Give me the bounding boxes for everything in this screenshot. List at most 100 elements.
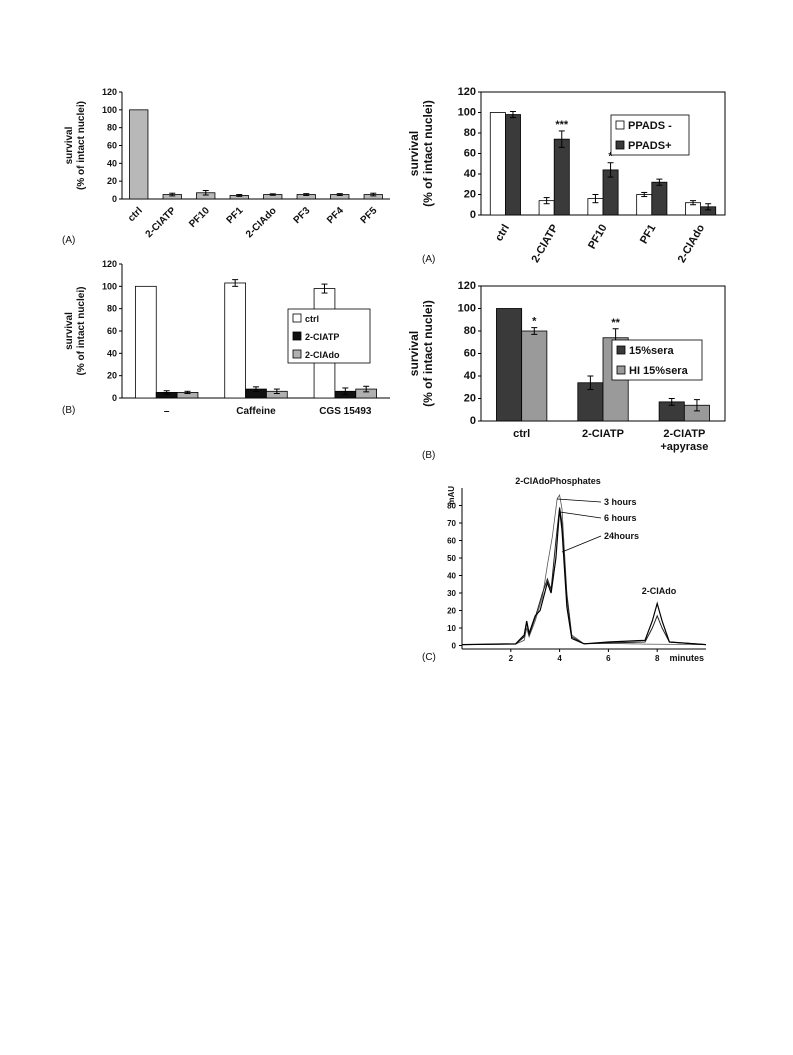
y-tick-label: 100 xyxy=(102,281,117,291)
category-label: PF1 xyxy=(225,205,246,226)
y-axis-label: survival xyxy=(64,312,75,350)
y-tick-label: 0 xyxy=(470,209,476,221)
legend-label: 2-CIATP xyxy=(305,332,339,342)
panel-label: (B) xyxy=(422,450,435,461)
y-tick-label: 100 xyxy=(102,105,117,115)
panel-label: (B) xyxy=(62,405,75,416)
chromatogram-chart: 0 10 20 30 40 50 60 70 80 2 4 6 8 mAU minutes 3 hours 6 … xyxy=(422,476,707,663)
y-tick-label: 100 xyxy=(458,303,476,315)
y-tick-label: 10 xyxy=(447,624,456,633)
y-tick-label: 80 xyxy=(464,325,476,337)
x-axis-label: minutes xyxy=(669,653,704,663)
category-label: Caffeine xyxy=(236,406,276,417)
legend-label: 2-CIAdo xyxy=(305,350,340,360)
x-tick-label: 6 xyxy=(606,654,611,663)
significance-label: * xyxy=(608,151,613,163)
chromatogram-trace xyxy=(461,507,707,646)
legend-swatch xyxy=(292,349,302,359)
category-label: PF10 xyxy=(586,223,610,252)
bar xyxy=(129,109,149,200)
legend-swatch xyxy=(616,365,626,375)
y-tick-label: 20 xyxy=(107,371,117,381)
y-axis-label: survival xyxy=(407,131,421,176)
legend-label: 15%sera xyxy=(629,345,675,357)
panel-label: (C) xyxy=(422,652,436,663)
y-tick-label: 40 xyxy=(447,572,456,581)
x-tick-label: 8 xyxy=(655,654,660,663)
peak-label: 2-CIAdo xyxy=(642,586,677,596)
y-tick-label: 0 xyxy=(470,415,476,427)
bar xyxy=(553,138,570,216)
x-tick-label: 4 xyxy=(557,654,562,663)
legend-label: PPADS+ xyxy=(628,140,672,152)
category-label: PF4 xyxy=(325,205,346,226)
y-axis-label: survival xyxy=(64,126,75,164)
y-tick-label: 0 xyxy=(112,393,117,403)
panel-label: (A) xyxy=(62,235,75,246)
y-tick-label: 60 xyxy=(107,141,117,151)
bar xyxy=(651,181,668,216)
y-tick-label: 120 xyxy=(458,280,476,292)
y-tick-label: 50 xyxy=(447,554,456,563)
legend-label: PPADS - xyxy=(628,120,672,132)
y-axis-label: (% of intact nuclei) xyxy=(76,287,87,376)
chromatogram-trace xyxy=(461,493,707,645)
y-tick-label: 60 xyxy=(107,326,117,336)
category-label: +apyrase xyxy=(660,441,708,453)
bar xyxy=(224,282,246,399)
y-tick-label: 120 xyxy=(102,259,117,269)
legend-label: ctrl xyxy=(305,314,319,324)
category-label: 2-ClATP xyxy=(529,223,560,265)
y-tick-label: 80 xyxy=(107,304,117,314)
bar xyxy=(496,308,523,422)
y-tick-label: 80 xyxy=(464,127,476,139)
category-label: 2-CIATP xyxy=(582,428,624,440)
significance-label: ** xyxy=(611,317,620,329)
y-tick-label: 0 xyxy=(452,642,457,651)
trace-label: 24hours xyxy=(604,531,639,541)
bar-chart-3: 0 20 40 60 80 100 120 survival (% of intact nucl… xyxy=(407,280,726,461)
y-tick-label: 20 xyxy=(464,189,476,201)
y-tick-label: 30 xyxy=(447,589,456,598)
category-label: 2-CIATP xyxy=(663,428,705,440)
category-label: 2-CIATP xyxy=(144,205,179,240)
y-tick-label: 70 xyxy=(447,519,456,528)
callout-line xyxy=(559,511,602,519)
category-label: PF10 xyxy=(187,205,212,230)
y-tick-label: 60 xyxy=(464,348,476,360)
callout-line xyxy=(561,535,602,553)
bar-chart-0: 0 20 40 60 80 100 120 survival (% of intact nucl… xyxy=(62,87,390,246)
legend-label: HI 15%sera xyxy=(629,365,689,377)
y-tick-label: 100 xyxy=(458,107,476,119)
y-tick-label: 40 xyxy=(107,348,117,358)
y-tick-label: 20 xyxy=(464,393,476,405)
legend-swatch xyxy=(615,140,625,150)
category-label: – xyxy=(164,406,170,417)
category-label: 2-CIAdo xyxy=(244,205,279,240)
y-tick-label: 20 xyxy=(447,607,456,616)
category-label: ctrl xyxy=(493,223,512,244)
category-label: PF1 xyxy=(638,223,658,246)
category-label: 2-ClAdo xyxy=(676,222,708,265)
y-tick-label: 120 xyxy=(102,87,117,97)
y-axis-label: (% of intact nuclei) xyxy=(421,100,435,207)
significance-label: * xyxy=(532,316,537,328)
chromatogram-trace xyxy=(461,508,707,646)
significance-label: *** xyxy=(555,119,569,131)
category-label: ctrl xyxy=(513,428,530,440)
bar xyxy=(504,114,521,216)
trace-label: 6 hours xyxy=(604,513,637,523)
y-axis-label: (% of intact nuclei) xyxy=(76,101,87,190)
y-axis-label: (% of intact nuclei) xyxy=(421,300,435,407)
y-tick-label: 40 xyxy=(464,168,476,180)
y-tick-label: 20 xyxy=(107,176,117,186)
y-tick-label: 40 xyxy=(107,158,117,168)
y-tick-label: 0 xyxy=(112,194,117,204)
category-label: CGS 15493 xyxy=(319,406,372,417)
y-tick-label: 60 xyxy=(447,537,456,546)
panel-label: (A) xyxy=(422,254,435,265)
bar xyxy=(521,330,548,422)
category-label: PF3 xyxy=(292,205,313,226)
legend-swatch xyxy=(616,345,626,355)
